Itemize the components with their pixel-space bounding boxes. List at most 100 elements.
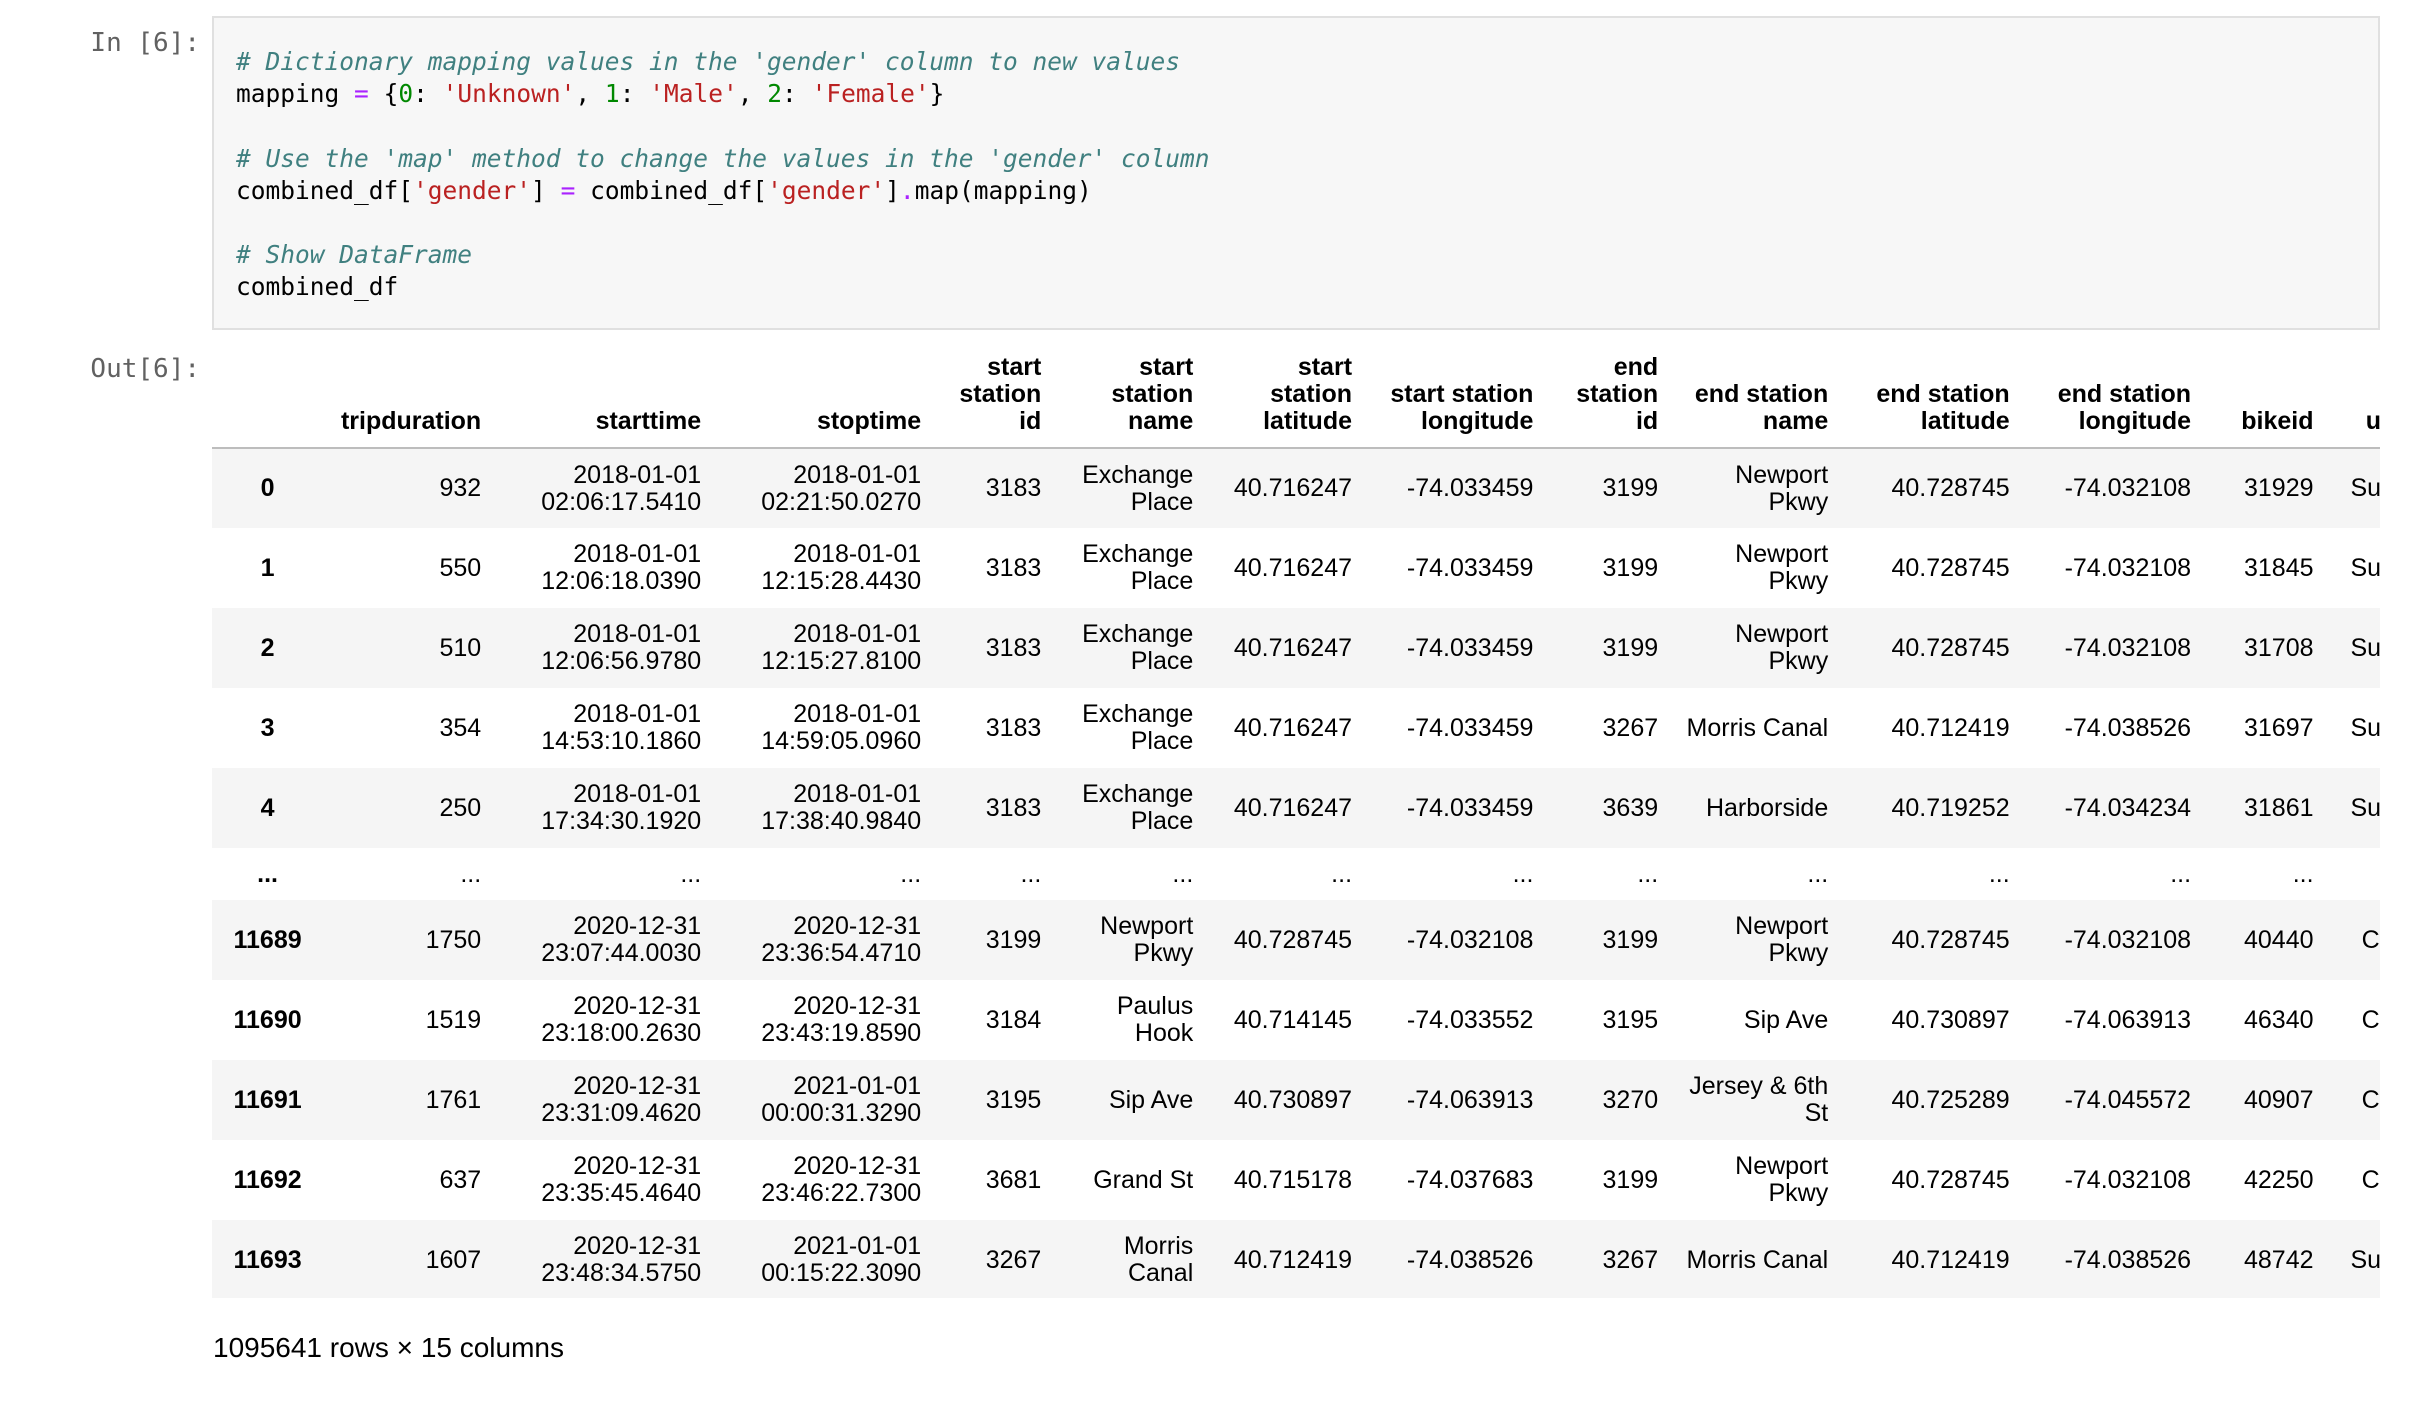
- table-cell: 40440: [2244, 925, 2314, 954]
- column-header: start station name: [1053, 338, 1206, 449]
- table-cell: 40.730897: [1233, 1085, 1353, 1114]
- code-token: =: [560, 175, 576, 205]
- table-cell: 40.716247: [1233, 474, 1353, 502]
- table-cell: -74.033459: [1406, 713, 1534, 742]
- table-cell: Sip Ave: [1108, 1085, 1194, 1114]
- table-cell: Customer: [2361, 1005, 2380, 1034]
- table-cell: -74.032108: [2064, 1165, 2192, 1194]
- table-cell: Newport Pkwy: [1735, 540, 1829, 595]
- table-cell: Exchange Place: [1082, 620, 1194, 675]
- table-cell: ...: [1807, 859, 1829, 888]
- table-cell: 2020-12-31 23:43:19.8590: [761, 992, 922, 1047]
- row-index: 11690: [233, 1005, 302, 1034]
- code-token: mapping: [236, 79, 340, 109]
- table-cell: -74.032108: [1406, 925, 1534, 954]
- table-row: 0 932 2018-01-01 02:06:17.5410 2018-01-01 0…: [212, 448, 2380, 528]
- table-cell: Paulus Hook: [1116, 992, 1194, 1047]
- table-row: 4 250 2018-01-01 17:34:30.1920 2018-01-01 1…: [212, 768, 2380, 848]
- code-token: combined_df: [236, 272, 399, 302]
- table-cell: 40.725289: [1891, 1085, 2010, 1114]
- table-cell: -74.034234: [2064, 793, 2192, 822]
- code-token: 'gender': [413, 175, 532, 205]
- table-cell: Subscriber: [2350, 633, 2381, 662]
- table-cell: 3267: [1602, 713, 1659, 742]
- table-cell: Subscriber: [2350, 1245, 2381, 1274]
- table-cell: -74.032108: [2064, 633, 2192, 662]
- table-row: 11693 1607 2020-12-31 23:48:34.5750 2021-01…: [212, 1220, 2380, 1298]
- table-cell: 3267: [1602, 1245, 1659, 1274]
- table-cell: 40907: [2244, 1085, 2314, 1114]
- table-row: 2 510 2018-01-01 12:06:56.9780 2018-01-01 1…: [212, 608, 2380, 688]
- table-row: 11690 1519 2020-12-31 23:18:00.2630 2020-12…: [212, 980, 2380, 1060]
- table-cell: 3199: [985, 925, 1042, 954]
- code-token: =: [354, 79, 369, 109]
- table-cell: 31697: [2244, 713, 2314, 742]
- table-cell: 40.716247: [1233, 553, 1353, 582]
- code-token: 1: [604, 79, 620, 109]
- table-cell: Morris Canal: [1686, 1245, 1829, 1274]
- table-cell: Customer: [2361, 925, 2380, 954]
- table-row: 11691 1761 2020-12-31 23:31:09.4620 2021-01…: [212, 1060, 2380, 1140]
- table-body: 0 932 2018-01-01 02:06:17.5410 2018-01-01 0…: [212, 448, 2380, 1298]
- code-cell[interactable]: # Dictionary mapping values in the 'gend…: [212, 16, 2380, 330]
- table-cell: 3199: [1602, 553, 1659, 582]
- code-comment: # Dictionary mapping values in the 'gend…: [236, 47, 1181, 76]
- code-token: ,: [575, 79, 591, 109]
- table-cell: Newport Pkwy: [1735, 620, 1829, 675]
- table-cell: 2018-01-01 02:06:17.5410: [541, 460, 702, 516]
- table-cell: 1519: [425, 1005, 482, 1034]
- table-cell: Sip Ave: [1743, 1005, 1829, 1034]
- output-area[interactable]: tripduration starttime stoptime start stati…: [212, 338, 2380, 1298]
- code-token: [: [752, 175, 768, 205]
- table-cell: Subscriber: [2350, 553, 2381, 582]
- code-token: :: [619, 79, 635, 109]
- table-cell: 1607: [425, 1245, 482, 1274]
- table-cell: 40.715178: [1233, 1165, 1353, 1194]
- table-cell: 40.716247: [1233, 793, 1353, 822]
- table-cell: 550: [439, 553, 482, 582]
- table-cell: 40.730897: [1891, 1005, 2010, 1034]
- table-cell: ...: [2170, 859, 2192, 888]
- table-cell: 2018-01-01 14:59:05.0960: [761, 700, 922, 755]
- column-header: start station id: [933, 338, 1054, 449]
- table-cell: 2020-12-31 23:35:45.4640: [541, 1152, 702, 1207]
- table-cell: 31708: [2244, 633, 2314, 662]
- table-cell: 40.728745: [1891, 633, 2010, 662]
- table-cell: 3681: [985, 1165, 1042, 1194]
- table-cell: 2021-01-01 00:00:31.3290: [761, 1072, 922, 1127]
- table-cell: -74.033552: [1406, 1005, 1534, 1034]
- column-header: stoptime: [713, 338, 934, 449]
- table-cell: 40.714145: [1233, 1005, 1353, 1034]
- code-token: 0: [398, 79, 414, 109]
- row-index: 11692: [233, 1165, 302, 1194]
- table-cell: -74.038526: [2064, 1245, 2192, 1274]
- table-cell: 3639: [1602, 793, 1659, 822]
- table-cell: Harborside: [1705, 793, 1829, 822]
- table-cell: 2018-01-01 12:15:28.4430: [761, 540, 922, 595]
- table-cell: -74.033459: [1406, 633, 1534, 662]
- code-editor[interactable]: # Dictionary mapping values in the 'gend…: [214, 18, 2378, 304]
- code-token: }: [929, 79, 945, 109]
- table-cell: 2018-01-01 02:21:50.0270: [761, 460, 922, 516]
- ellipsis-row: ........................................…: [212, 848, 2380, 900]
- table-cell: 2018-01-01 17:38:40.9840: [761, 780, 922, 835]
- table-cell: Subscriber: [2350, 474, 2381, 502]
- table-cell: 2020-12-31 23:31:09.4620: [541, 1072, 702, 1127]
- column-header: starttime: [493, 338, 714, 449]
- table-row: 11689 1750 2020-12-31 23:07:44.0030 2020-12…: [212, 900, 2380, 980]
- code-token: ]: [885, 175, 900, 205]
- column-header: end station id: [1545, 338, 1671, 449]
- table-row: 11692 637 2020-12-31 23:35:45.4640 2020-12-…: [212, 1140, 2380, 1220]
- code-token: 'gender': [767, 175, 886, 205]
- table-cell: 40.728745: [1233, 925, 1353, 954]
- table-cell: -74.033459: [1406, 553, 1534, 582]
- table-header: tripduration starttime stoptime start stati…: [212, 338, 2380, 449]
- code-token: (: [958, 175, 974, 205]
- code-token: 2: [767, 79, 783, 109]
- row-index: ...: [257, 859, 278, 888]
- table-cell: Newport Pkwy: [1735, 1152, 1829, 1207]
- table-cell: 3195: [985, 1085, 1042, 1114]
- column-header: start station latitude: [1205, 338, 1365, 449]
- table-cell: Grand St: [1093, 1165, 1194, 1194]
